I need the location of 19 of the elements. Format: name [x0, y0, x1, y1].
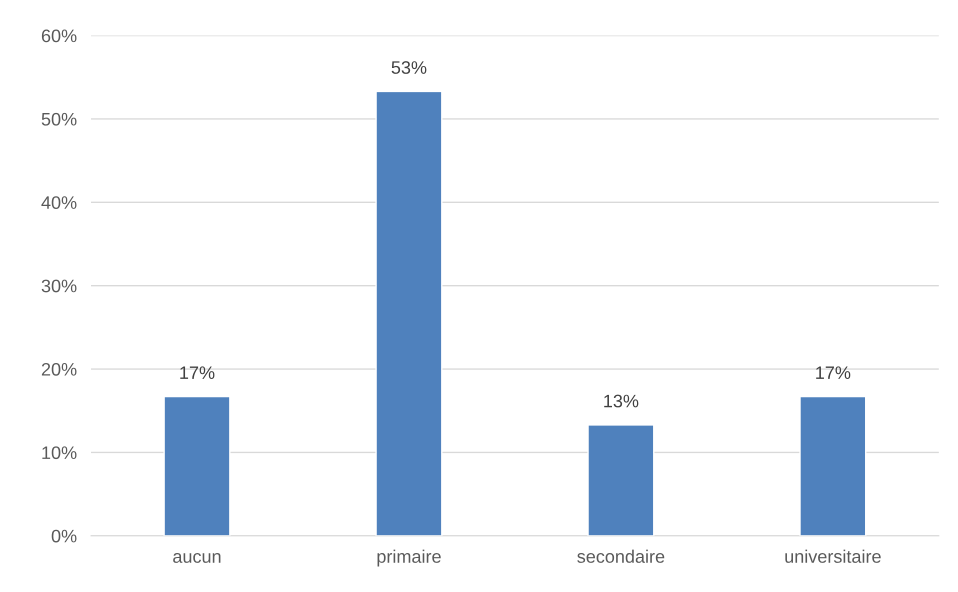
data-label: 53% [392, 61, 426, 74]
bar [163, 396, 231, 536]
data-label: 17% [816, 366, 850, 379]
bar [799, 396, 866, 536]
data-label: 17% [180, 366, 214, 379]
y-tick-label: 30% [42, 280, 76, 292]
bar [375, 90, 442, 536]
y-tick-label: 10% [42, 446, 76, 460]
y-tick-label: 50% [42, 112, 76, 126]
y-tick-label: 0% [52, 530, 76, 542]
x-tick-label: primaire [378, 550, 441, 566]
bar [587, 424, 654, 536]
y-tick-label: 20% [42, 362, 76, 376]
x-tick-label: aucun [173, 553, 220, 563]
y-tick-label: 40% [41, 196, 76, 209]
x-tick-label: universitaire [785, 550, 881, 563]
y-tick-label: 60% [42, 29, 76, 42]
data-label: 13% [604, 394, 638, 408]
x-tick-label: secondaire [577, 550, 664, 563]
